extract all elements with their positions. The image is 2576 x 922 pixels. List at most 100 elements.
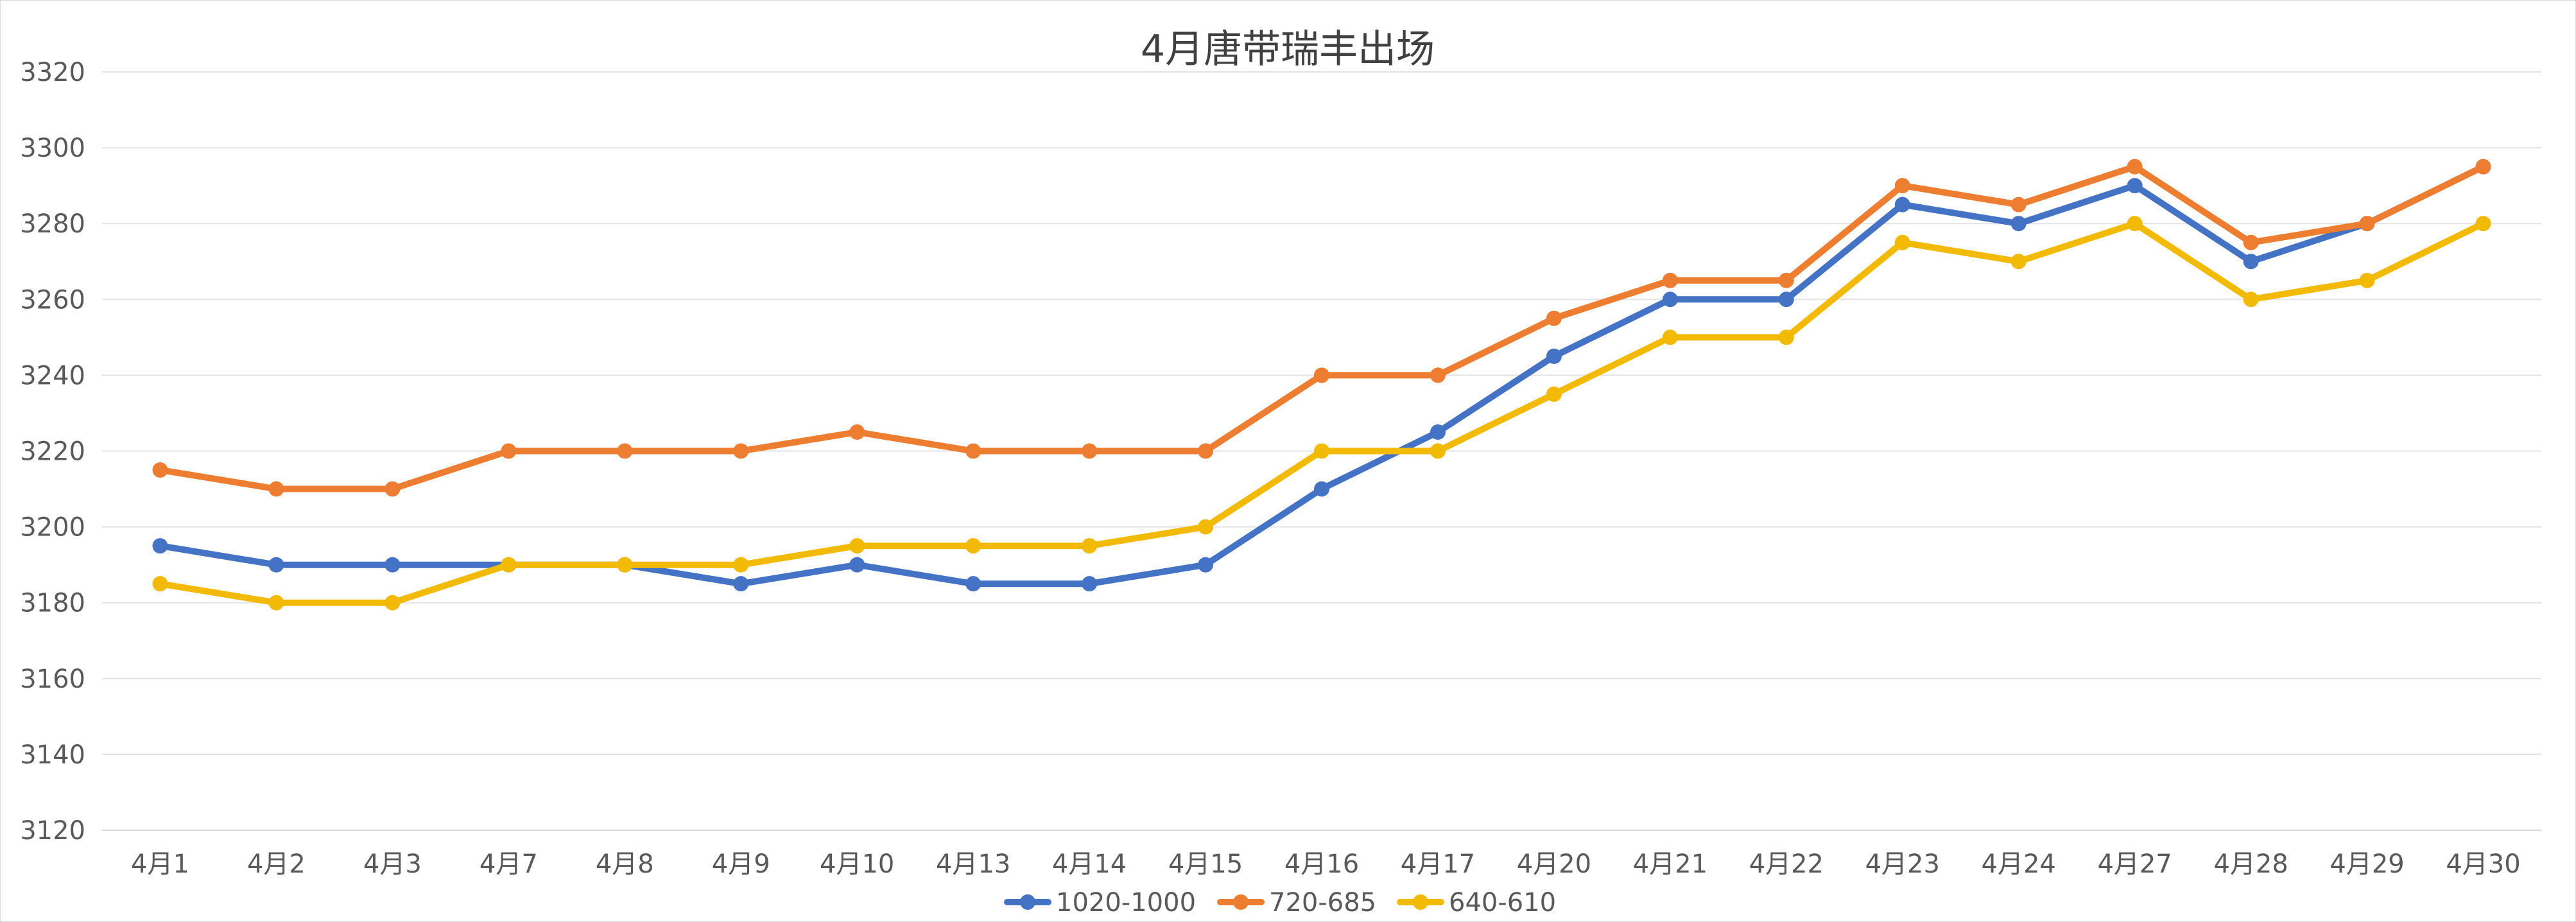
x-tick-label: 4月28 [2213,849,2288,879]
legend-item: 640-610 [1397,888,1556,918]
data-point [501,443,517,459]
data-point [617,557,633,573]
data-point [849,557,865,573]
x-tick-label: 4月23 [1865,849,1940,879]
legend-swatch-marker [1413,894,1428,910]
data-point [1198,519,1214,535]
data-point [1662,329,1678,345]
y-tick-label: 3240 [20,361,85,390]
data-point [965,538,981,554]
data-point [2359,216,2375,232]
data-point [385,481,401,497]
y-tick-label: 3200 [20,513,85,543]
data-point [268,595,284,611]
data-point [152,576,168,592]
series-lines [152,159,2491,611]
data-point [2010,216,2027,232]
data-point [152,462,168,478]
y-tick-label: 3120 [20,816,85,846]
data-point [1778,291,1794,308]
x-tick-label: 4月3 [363,849,422,879]
data-point [1546,386,1562,402]
x-tick-label: 4月17 [1401,849,1475,879]
data-point [1894,178,1910,194]
data-point [268,481,284,497]
x-tick-label: 4月8 [596,849,654,879]
data-point [2243,254,2259,270]
series-640-610 [152,216,2491,611]
data-point [733,557,749,573]
y-tick-label: 3320 [20,58,85,87]
data-point [849,538,865,554]
data-point [733,576,749,592]
y-tick-label: 3180 [20,589,85,618]
x-tick-label: 4月16 [1284,849,1359,879]
data-point [1198,443,1214,459]
series-line [157,220,2487,606]
y-axis-tick-labels: 3120 3140 3160 3180 3200 3220 3240 3260 3280 3300… [20,58,85,846]
data-point [1778,272,1794,288]
y-tick-label: 3160 [20,665,85,694]
data-point [1430,443,1446,459]
data-point [2359,272,2375,288]
data-point [1198,557,1214,573]
data-point [2010,254,2027,270]
x-tick-label: 4月29 [2330,849,2404,879]
x-tick-label: 4月14 [1052,849,1127,879]
data-point [1082,443,1098,459]
data-point [2127,178,2143,194]
x-tick-label: 4月10 [820,849,894,879]
x-tick-label: 4月21 [1633,849,1707,879]
legend-swatch-marker [1020,894,1035,910]
series-line [157,163,2487,492]
x-tick-label: 4月27 [2097,849,2172,879]
data-point [1082,576,1098,592]
data-point [1430,367,1446,383]
legend-label: 640-610 [1449,888,1556,918]
x-tick-label: 4月24 [1982,849,2056,879]
data-point [385,557,401,573]
chart-title: 4月唐带瑞丰出场 [1141,27,1435,72]
data-point [1894,196,1910,213]
data-point [617,443,633,459]
data-point [2243,291,2259,308]
data-point [1314,481,1329,497]
y-tick-label: 3220 [20,437,85,467]
data-point [1546,348,1562,364]
legend-label: 1020-1000 [1056,888,1196,918]
data-point [1430,424,1446,440]
y-tick-label: 3140 [20,740,85,770]
data-point [733,443,749,459]
data-point [849,424,865,440]
data-point [1778,329,1794,345]
data-point [965,443,981,459]
legend-item: 720-685 [1217,888,1376,918]
data-point [965,576,981,592]
y-tick-label: 3280 [20,209,85,239]
x-tick-label: 4月2 [247,849,306,879]
data-point [385,595,401,611]
x-tick-label: 4月15 [1168,849,1243,879]
data-point [1314,443,1329,459]
x-axis-tick-labels: 4月1 4月2 4月3 4月7 4月8 4月9 4月10 4月13 4月14 4月15 4月16 4月… [131,849,2521,879]
data-point [1314,367,1329,383]
data-point [268,557,284,573]
x-tick-label: 4月22 [1749,849,1824,879]
data-point [2243,234,2259,250]
legend-label: 720-685 [1269,888,1376,918]
x-tick-label: 4月7 [480,849,538,879]
data-point [2475,159,2491,175]
x-tick-label: 4月30 [2446,849,2520,879]
data-point [2127,216,2143,232]
data-point [152,538,168,554]
x-tick-label: 4月20 [1517,849,1591,879]
legend-swatch-marker [1233,894,1249,910]
data-point [501,557,517,573]
data-point [1662,291,1678,308]
x-tick-label: 4月1 [131,849,189,879]
legend-item: 1020-1000 [1004,888,1196,918]
x-tick-label: 4月13 [936,849,1010,879]
data-point [1546,310,1562,326]
data-point [1082,538,1098,554]
